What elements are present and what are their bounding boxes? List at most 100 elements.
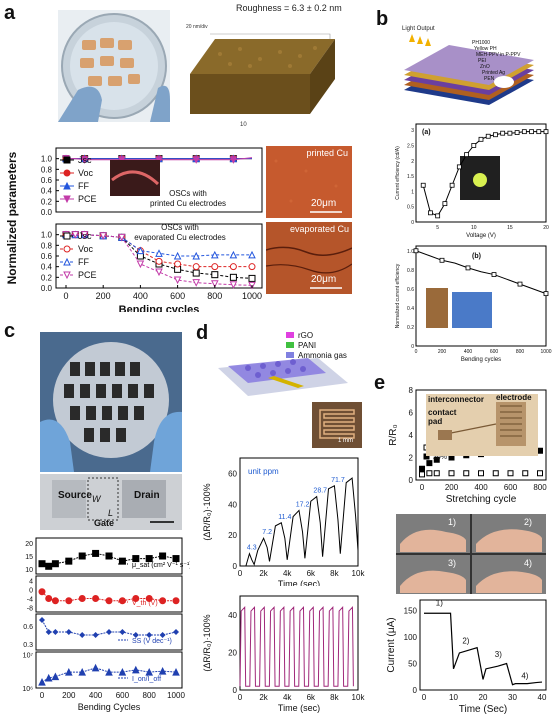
chart-d1-annotation-2: 11.4: [278, 514, 291, 521]
ytick-label-bottom: 0.6: [41, 252, 53, 261]
chart-d2-xtick: 8k: [330, 693, 339, 702]
source-label: Source: [58, 490, 92, 501]
note-bottom: evaporated Cu electrodes: [134, 233, 226, 242]
chart-e2-ylabel: Current (μA): [386, 617, 397, 672]
chart-b1-point: [420, 182, 426, 188]
chart-c-point-0: [51, 560, 59, 568]
chart-b1-point: [521, 129, 527, 135]
ytick-label-bottom: 0.0: [41, 284, 53, 293]
chart-d2-line: [239, 606, 354, 687]
chart-b1-ytick: 0: [411, 220, 414, 226]
afm-z-label: 20 nm/div: [186, 24, 208, 30]
note-top: OSCs with: [169, 189, 207, 198]
chart-b1-ytick: 2.5: [407, 143, 414, 149]
evaporated-cu-label: evaporated Cu: [289, 224, 349, 234]
chart-d1-frame: [239, 457, 359, 567]
chart-b2-ytick: 0.6: [407, 287, 414, 293]
chart-c-point-1: [132, 595, 140, 602]
chart-e1-point-20%: [426, 460, 433, 467]
chart-d1-xtick: 6k: [307, 569, 316, 578]
chart-c-point-1: [65, 597, 73, 605]
ytick-label-top: 0.0: [41, 208, 53, 217]
point-bottom-PCE: [192, 279, 201, 287]
point-bottom-FF: [248, 250, 256, 259]
chart-e2-xtick: 30: [508, 693, 517, 702]
roughness-label: Roughness = 6.3 ± 0.2 nm: [236, 3, 342, 13]
chart-e2-xlabel: Time (Sec): [459, 704, 508, 715]
legend-label-bottom-Jsc: Jsc: [78, 231, 92, 241]
point-bottom-FF: [136, 246, 145, 255]
panel-label-d: d: [196, 322, 209, 344]
chart-e1-point-20%: [419, 465, 425, 472]
chart-c-point-0: [145, 555, 153, 563]
chart-b1-xlabel: Voltage (V): [466, 233, 496, 239]
chart-c-tft: 10 15 20 μ_sat (cm² V⁻¹ s⁻¹) -8 -4 0 4 V_th (V) 0…: [22, 537, 190, 712]
point-bottom-FF: [229, 250, 238, 259]
chart-c-legend-0: μ_sat (cm² V⁻¹ s⁻¹): [132, 562, 190, 569]
chart-c-point-0: [118, 557, 126, 565]
chart-d1-annotation-4: 28.7: [313, 488, 327, 495]
chart-e1-ylabel: R/R₀: [388, 424, 399, 445]
length-label: L: [108, 508, 114, 518]
chart-c-point-0: [132, 555, 140, 563]
light-output-label: Light Output: [402, 26, 435, 32]
electrode-label: electrode: [496, 394, 532, 402]
point-bottom-PCE: [71, 231, 80, 239]
chart-c-ytick-0: 15: [25, 554, 33, 561]
chart-e1-point-0%: [448, 470, 455, 477]
chart-b2-point: [491, 272, 497, 277]
chart-c-point-2: [52, 629, 59, 635]
chart-c-point-3: [91, 663, 100, 672]
chart-e2-line: [424, 612, 543, 686]
chart-d2-ytick: 0: [233, 686, 238, 695]
legend-label-top-Jsc: Jsc: [78, 155, 92, 165]
point-bottom-Voc: [248, 263, 256, 271]
chart-b2-point: [543, 291, 549, 297]
legend-marker-bottom: [63, 271, 71, 280]
chart-e2-ytick: 0: [413, 686, 418, 695]
chart-d2-xtick: 10k: [352, 693, 366, 702]
point-bottom-PCE: [136, 260, 145, 269]
chart-b1-point: [471, 143, 477, 148]
chart-e1-point-0%: [522, 470, 529, 477]
legend-label-bottom-FF: FF: [78, 257, 89, 267]
hand-label-4: 4): [524, 558, 533, 568]
chart-e1-xtick: 200: [445, 483, 459, 492]
chart-e1-legend-1: 20%: [433, 454, 447, 461]
chart-e1-point-0%: [433, 470, 440, 477]
chart-c-point-1: [159, 597, 167, 605]
chart-c-point-1: [105, 597, 113, 605]
chart-e1-ytick: 2: [409, 454, 414, 463]
chart-d1-annotation-0: 4.3: [247, 545, 257, 552]
note-top: printed Cu electrodes: [150, 199, 226, 208]
hand-label-1: 1): [448, 517, 457, 527]
xtick-label: 800: [207, 291, 222, 301]
chart-c-point-3: [44, 673, 53, 682]
chart-b2-ytick: 0.8: [407, 268, 414, 274]
chart-b1-inset-glow: [473, 173, 487, 187]
point-bottom-PCE: [229, 281, 238, 289]
chart-b2-xtick: 200: [438, 349, 447, 355]
chart-c-point-2: [159, 632, 166, 638]
point-bottom-Voc: [211, 263, 219, 271]
chart-b2-xtick: 1000: [540, 349, 551, 355]
chart-b-voltage: 0 0.5 1 1.5 2 2.5 3 5 10 15 20 Voltage (V) Current e…: [395, 123, 549, 239]
chart-e2-frame: [419, 599, 547, 691]
chart-c-xtick: 1000: [167, 691, 185, 700]
chart-d2-xtick: 6k: [307, 693, 316, 702]
interconnector-label: interconnector: [428, 395, 485, 404]
chart-e1-point-0%: [463, 470, 470, 477]
legend-rgo-swatch: [286, 332, 294, 338]
gate-label: Gate: [94, 518, 115, 528]
ytick-label-top: 0.6: [41, 176, 53, 185]
chart-b1-point: [507, 130, 513, 136]
chart-b1-xtick: 20: [543, 225, 549, 231]
hand-label-3: 3): [448, 558, 457, 568]
chart-d1-line: [240, 477, 359, 567]
wafer-photo: [40, 332, 182, 472]
chart-d1-annotation-5: 71.7: [331, 477, 345, 484]
point-bottom-Jsc: [229, 273, 237, 281]
point-bottom-Voc: [229, 263, 237, 271]
chart-c-point-0: [38, 560, 46, 568]
